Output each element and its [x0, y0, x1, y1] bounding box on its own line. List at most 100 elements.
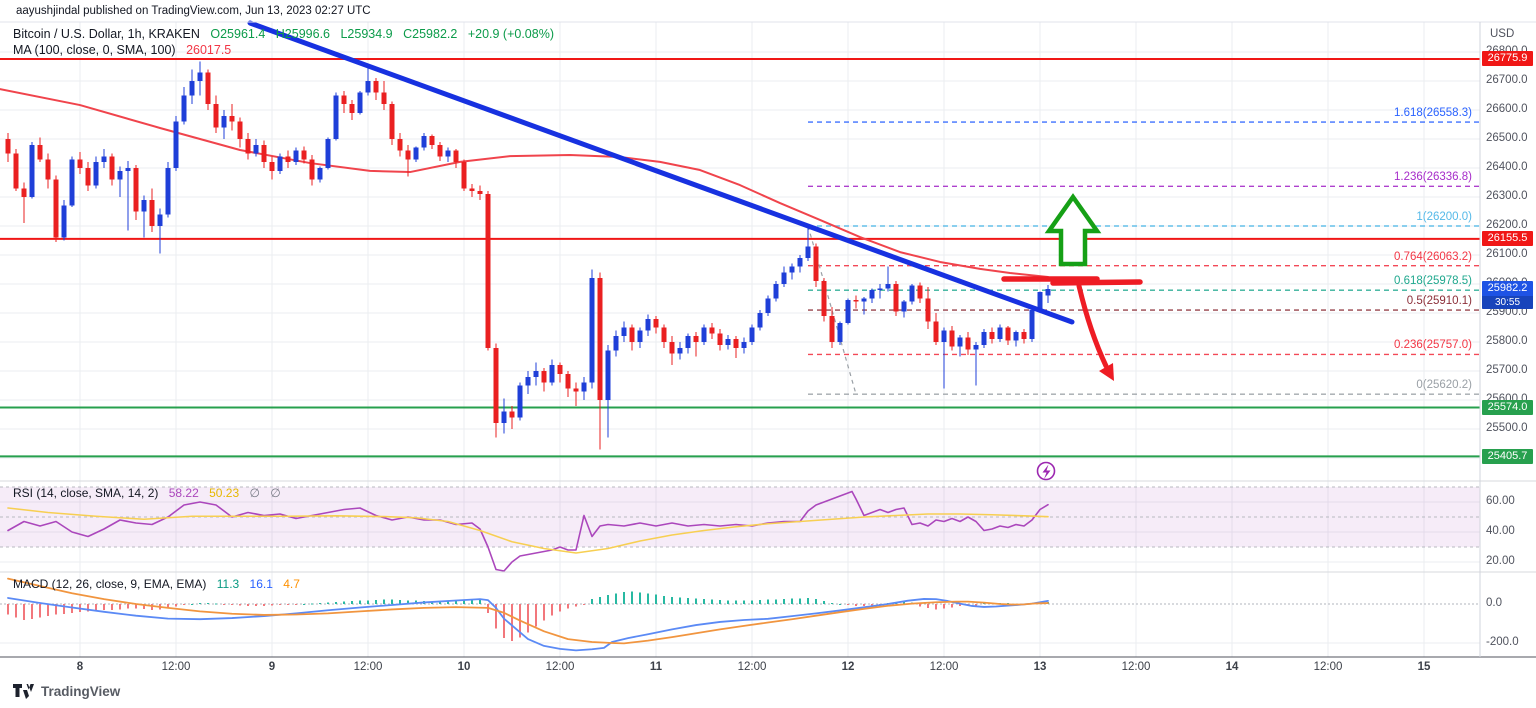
macd-hist-bar [63, 604, 65, 614]
candle-body [493, 347, 499, 424]
candle-body [245, 139, 251, 154]
candle-body [309, 159, 315, 180]
candle-body [285, 156, 291, 163]
green-up-arrow[interactable] [1044, 193, 1102, 267]
candle-body [821, 281, 827, 316]
macd-hist-bar [111, 604, 113, 610]
candle-body [773, 284, 779, 299]
macd-hist-bar [391, 599, 393, 604]
macd-hist-bar [919, 604, 921, 607]
ohlc-close: C25982.2 [403, 27, 458, 41]
price-tick-label: 25700.0 [1486, 364, 1528, 376]
macd-legend[interactable]: MACD (12, 26, close, 9, EMA, EMA) 11.3 1… [13, 577, 300, 591]
candle-body [109, 156, 115, 180]
macd-hist-bar [151, 604, 153, 610]
macd-hist-bar [207, 603, 209, 605]
macd-hist-bar [23, 604, 25, 620]
time-tick-label: 9 [268, 661, 276, 673]
candle-body [61, 205, 67, 238]
candle-body [709, 327, 715, 334]
symbol-legend[interactable]: Bitcoin / U.S. Dollar, 1h, KRAKEN O25961… [13, 27, 554, 41]
candle-body [69, 159, 75, 206]
macd-hist-bar [255, 604, 257, 607]
macd-hist-bar [87, 604, 89, 612]
candle-body [45, 159, 51, 180]
candle-body [933, 321, 939, 342]
red-down-arrow[interactable] [1076, 283, 1109, 369]
candle-body [181, 95, 187, 122]
macd-hist-bar [215, 603, 217, 605]
price-tick-label: 26100.0 [1486, 248, 1528, 260]
macd-label: MACD (12, 26, close, 9, EMA, EMA) [13, 577, 207, 591]
macd-histogram [7, 591, 1049, 642]
candle-body [381, 92, 387, 105]
candle-body [149, 199, 155, 226]
candle-wick [943, 327, 945, 389]
candle-body [997, 327, 1003, 340]
rsi-legend[interactable]: RSI (14, close, SMA, 14, 2) 58.22 50.23 … [13, 486, 281, 500]
macd-hist-bar [407, 600, 409, 604]
candle-body [781, 272, 787, 284]
time-tick-label: 14 [1225, 661, 1239, 673]
candle-body [677, 347, 683, 354]
price-tick-label: 25500.0 [1486, 422, 1528, 434]
rsi-ma-line [7, 507, 1049, 554]
candle-body [37, 144, 43, 160]
ohlc-open: O25961.4 [210, 27, 266, 41]
fib-level-label: 1.618(26558.3) [1393, 107, 1472, 120]
macd-hist-bar [791, 598, 793, 604]
tradingview-logo-text: TradingView [41, 684, 121, 699]
fib-level-label: 1(26200.0) [1416, 211, 1472, 223]
resistance-drawn-line[interactable] [1050, 279, 1143, 286]
macd-hist-bar [583, 604, 585, 605]
tradingview-logo[interactable]: TradingView [13, 684, 120, 699]
candle-body [413, 147, 419, 160]
time-tick-label: 12:00 [737, 661, 767, 673]
rsi-line [7, 490, 1049, 572]
candle-body [837, 323, 843, 342]
macd-hist-bar [951, 604, 953, 608]
flash-icon-bolt [1042, 464, 1051, 479]
candle-body [173, 121, 179, 168]
candle-body [909, 285, 915, 302]
candle-body [277, 156, 283, 171]
candle-body [93, 162, 99, 186]
candle-body [229, 115, 235, 122]
macd-hist-bar [463, 600, 465, 604]
macd-hist-bar [367, 600, 369, 604]
price-tick-label: 26200.0 [1486, 219, 1528, 231]
candle-body [53, 179, 59, 238]
candle-body [333, 95, 339, 139]
candle-body [29, 144, 35, 197]
macd-hist-bar [927, 604, 929, 608]
candle-body [517, 385, 523, 418]
candlestick-series[interactable] [5, 61, 1051, 450]
time-tick-label: 11 [649, 661, 663, 673]
rsi-tick-label: 60.00 [1486, 495, 1515, 507]
time-tick-label: 13 [1033, 661, 1047, 673]
candle-body [117, 170, 123, 180]
trendline[interactable] [247, 20, 1075, 325]
macd-hist-bar [935, 604, 937, 610]
rsi-ma-value: 50.23 [209, 486, 240, 500]
candle-body [5, 139, 11, 154]
macd-hist-bar [775, 599, 777, 604]
macd-hist-bar [551, 604, 553, 616]
candle-body [693, 336, 699, 342]
macd-hist-bar [815, 598, 817, 604]
macd-hist-bar [695, 598, 697, 604]
ma-legend[interactable]: MA (100, close, 0, SMA, 100) 26017.5 [13, 43, 231, 57]
macd-hist-bar [95, 604, 97, 611]
rsi-lower-band-value: ∅ [270, 486, 281, 500]
fib-level-label: 1.236(26336.8) [1393, 171, 1472, 184]
candle-body [629, 327, 635, 342]
candle-body [653, 318, 659, 328]
macd-hist-bar [807, 598, 809, 604]
rsi-label: RSI (14, close, SMA, 14, 2) [13, 486, 159, 500]
macd-hist-bar [191, 604, 193, 605]
badge-price: 25574.0 [1487, 401, 1528, 414]
candle-body [733, 339, 739, 348]
macd-hist-bar [311, 603, 313, 605]
candle-body [605, 350, 611, 400]
